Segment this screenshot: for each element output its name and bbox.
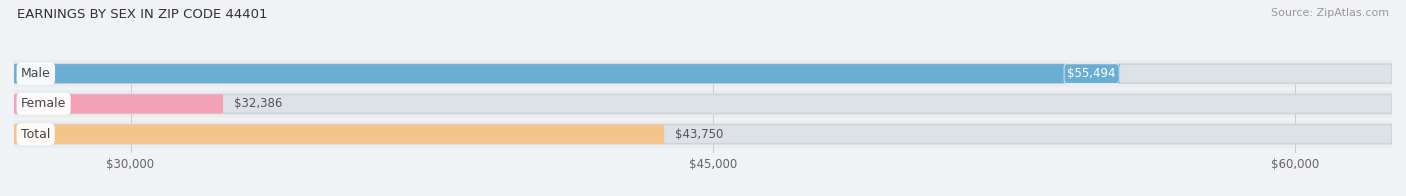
Text: Source: ZipAtlas.com: Source: ZipAtlas.com: [1271, 8, 1389, 18]
Text: Male: Male: [21, 67, 51, 80]
Text: Female: Female: [21, 97, 66, 110]
FancyBboxPatch shape: [14, 64, 1392, 83]
FancyBboxPatch shape: [14, 64, 1121, 83]
Text: EARNINGS BY SEX IN ZIP CODE 44401: EARNINGS BY SEX IN ZIP CODE 44401: [17, 8, 267, 21]
FancyBboxPatch shape: [14, 60, 1392, 87]
FancyBboxPatch shape: [14, 90, 1392, 117]
FancyBboxPatch shape: [14, 121, 1392, 148]
FancyBboxPatch shape: [14, 94, 1392, 113]
Text: Total: Total: [21, 128, 51, 141]
FancyBboxPatch shape: [14, 94, 224, 113]
Text: $43,750: $43,750: [675, 128, 724, 141]
FancyBboxPatch shape: [14, 125, 664, 144]
Text: $32,386: $32,386: [235, 97, 283, 110]
FancyBboxPatch shape: [14, 125, 1392, 144]
Text: $55,494: $55,494: [1067, 67, 1116, 80]
